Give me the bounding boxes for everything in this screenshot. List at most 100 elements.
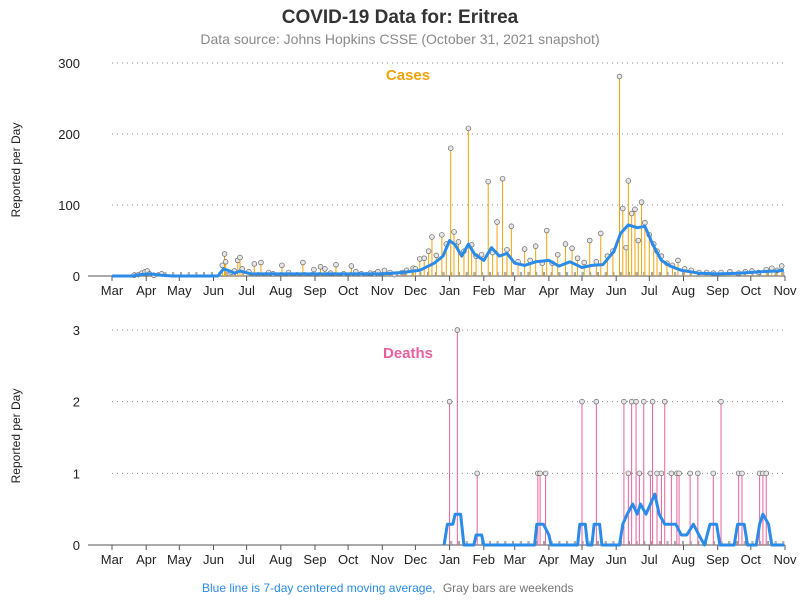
cases-x-tick-label: Dec [404, 283, 428, 298]
cases-x-tick-label: Oct [338, 283, 359, 298]
deaths-moving-average-line [442, 492, 784, 547]
deaths-point [636, 470, 643, 477]
cases-point [554, 251, 561, 258]
deaths-x-tick-label: May [167, 552, 192, 567]
cases-x-tick-label: Mar [504, 283, 527, 298]
deaths-point [537, 470, 543, 477]
deaths-point [668, 470, 675, 477]
cases-point [322, 266, 328, 272]
deaths-x-tick-label: Nov [371, 552, 395, 567]
deaths-x-tick-label: Dec [404, 552, 428, 567]
cases-point [598, 230, 604, 237]
cases-x-tick-label: Nov [773, 283, 797, 298]
cases-x-tick-label: Jun [606, 283, 627, 298]
cases-point [447, 145, 454, 151]
deaths-y-tick-label: 1 [73, 466, 80, 481]
deaths-point [676, 470, 682, 477]
cases-x-tick-label: May [570, 283, 595, 298]
deaths-x-tick-label: Oct [338, 552, 359, 567]
cases-x-tick-label: Jun [203, 283, 224, 298]
footer-note: Blue line is 7-day centered moving avera… [202, 581, 574, 595]
deaths-point [739, 470, 745, 477]
deaths-point [625, 470, 632, 477]
cases-x-tick-label: Nov [371, 283, 395, 298]
cases-y-tick-label: 200 [58, 127, 80, 142]
cases-point [635, 237, 642, 244]
cases-point [586, 237, 593, 244]
cases-point [562, 241, 569, 247]
deaths-point [621, 398, 627, 405]
cases-x-tick-label: Jul [641, 283, 658, 298]
cases-point [421, 255, 427, 262]
cases-panel: 0 100 200 300 Mar Apr May Jun Jul Aug Sep Oct Nov Dec… [9, 56, 797, 298]
deaths-y-tick-label: 2 [73, 395, 80, 410]
deaths-x-tick-label: Apr [136, 552, 157, 567]
deaths-x-tick-label: Sep [303, 552, 326, 567]
deaths-x-tick-label: Mar [504, 552, 527, 567]
cases-point [429, 234, 435, 240]
cases-point [425, 248, 432, 254]
cases-point [311, 266, 317, 273]
cases-point [433, 252, 440, 259]
cases-x-tick-label: Oct [741, 283, 762, 298]
deaths-point [633, 398, 639, 405]
cases-point [625, 178, 632, 184]
cases-x-tick-label: Jul [238, 283, 255, 298]
deaths-point [641, 398, 647, 405]
deaths-point [579, 398, 585, 405]
cases-point [451, 229, 457, 235]
cases-x-tick-label: Sep [303, 283, 326, 298]
deaths-point [658, 470, 665, 477]
cases-point [348, 263, 355, 269]
cases-point [478, 251, 485, 258]
cases-x-tick-label: Apr [539, 283, 560, 298]
moving-average-note: Blue line is 7-day centered moving avera… [202, 581, 435, 595]
deaths-y-axis-label: Reported per Day [9, 389, 23, 484]
deaths-point [649, 398, 656, 405]
cases-point [543, 227, 550, 234]
deaths-x-tick-label: Apr [539, 552, 560, 567]
cases-point [221, 251, 228, 257]
deaths-y-tick-label: 0 [73, 538, 80, 553]
cases-x-tick-label: Jan [439, 283, 460, 298]
cases-point [237, 254, 243, 261]
weekend-note: Gray bars are weekends [443, 581, 574, 595]
cases-point [417, 256, 423, 262]
deaths-point [710, 470, 717, 477]
cases-point [251, 261, 258, 267]
cases-point [439, 232, 445, 238]
cases-x-tick-label: Sep [706, 283, 729, 298]
cases-point [258, 259, 264, 266]
chart-subtitle: Data source: Johns Hopkins CSSE (October… [200, 31, 599, 47]
cases-point [485, 178, 491, 185]
cases-point [222, 259, 229, 265]
cases-point [675, 257, 681, 264]
deaths-point [661, 398, 668, 405]
cases-point [455, 239, 462, 245]
cases-y-tick-label: 300 [58, 56, 80, 71]
cases-point [532, 243, 539, 249]
deaths-point [687, 470, 693, 477]
cases-point [499, 175, 506, 182]
cases-panel-title: Cases [386, 67, 430, 84]
deaths-y-tick-label: 3 [73, 323, 80, 338]
cases-y-tick-label: 100 [58, 198, 80, 213]
cases-x-tick-label: Mar [101, 283, 124, 298]
deaths-panel-title: Deaths [383, 345, 433, 362]
deaths-x-tick-label: Jul [641, 552, 658, 567]
deaths-point [718, 398, 724, 405]
cases-point [574, 255, 581, 262]
deaths-x-tick-label: Jun [606, 552, 627, 567]
deaths-x-tick-label: Mar [101, 552, 124, 567]
cases-x-tick-label: Feb [473, 283, 495, 298]
deaths-x-tick-label: Feb [473, 552, 495, 567]
deaths-x-tick-label: Aug [672, 552, 695, 567]
cases-x-tick-label: Apr [136, 283, 157, 298]
cases-y-axis-label: Reported per Day [9, 123, 23, 218]
deaths-x-tick-label: Oct [741, 552, 762, 567]
deaths-x-tick-label: Aug [269, 552, 292, 567]
cases-point [279, 262, 285, 269]
cases-point [581, 259, 587, 266]
deaths-point [474, 470, 480, 477]
cases-point [465, 125, 472, 132]
